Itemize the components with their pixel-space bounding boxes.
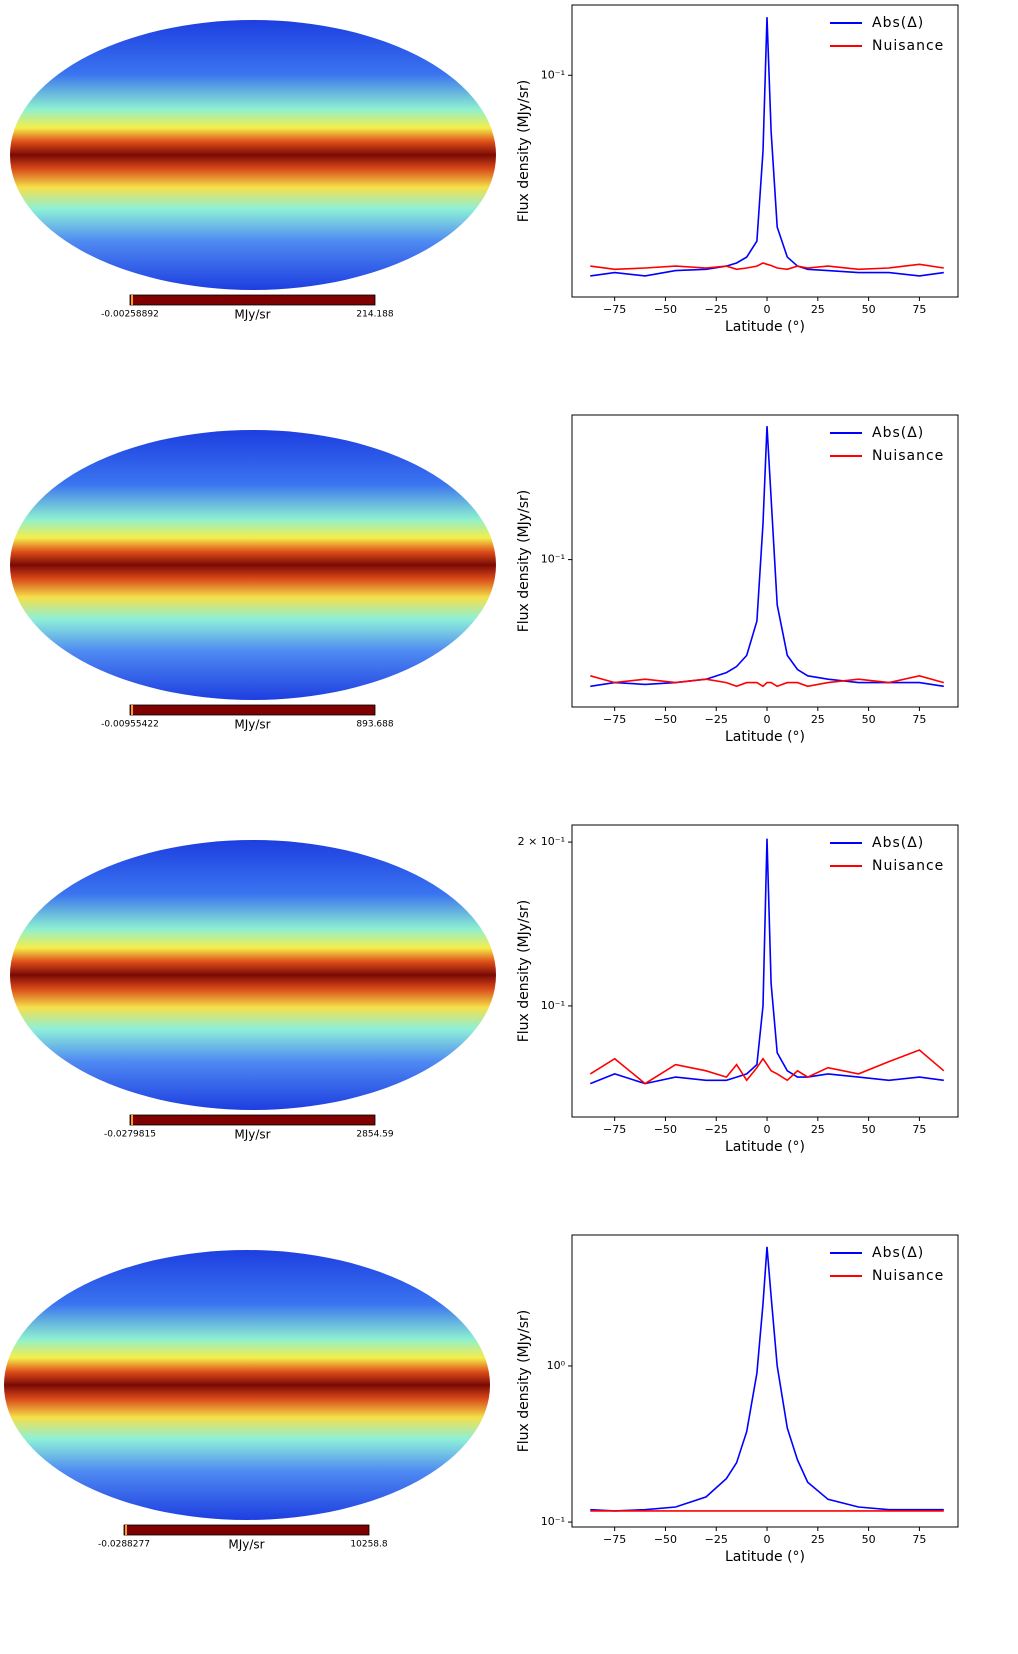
x-tick-label: −75 bbox=[603, 1123, 626, 1136]
y-tick-label: 10⁰ bbox=[547, 1359, 566, 1372]
colorbar bbox=[129, 704, 376, 716]
legend-label: Abs(Δ) bbox=[872, 835, 924, 851]
x-tick-label: 50 bbox=[862, 1123, 876, 1136]
x-tick-label: −75 bbox=[603, 713, 626, 726]
colorbar-max: 214.188 bbox=[356, 310, 393, 320]
x-axis-label: Latitude (°) bbox=[725, 1139, 805, 1155]
sky-map bbox=[10, 840, 496, 1110]
y-tick-label: 2 × 10⁻¹ bbox=[518, 835, 565, 848]
x-tick-label: 25 bbox=[811, 1123, 825, 1136]
legend-label: Nuisance bbox=[872, 448, 944, 464]
plot-frame bbox=[571, 824, 959, 1118]
x-tick-label: −50 bbox=[654, 1123, 677, 1136]
x-tick-label: 50 bbox=[862, 303, 876, 316]
x-axis-label: Latitude (°) bbox=[725, 1549, 805, 1565]
colorbar-min: -0.00258892 bbox=[101, 310, 159, 320]
x-tick-label: 25 bbox=[811, 713, 825, 726]
x-tick-label: 25 bbox=[811, 1533, 825, 1546]
y-axis-label: Flux density (MJy/sr) bbox=[516, 80, 532, 223]
plot-frame bbox=[571, 1234, 959, 1528]
x-axis-label: Latitude (°) bbox=[725, 319, 805, 335]
x-tick-label: −75 bbox=[603, 303, 626, 316]
colorbar-max: 893.688 bbox=[356, 720, 393, 730]
colorbar-min: -0.0288277 bbox=[98, 1540, 150, 1550]
series-line bbox=[590, 426, 944, 688]
series-line bbox=[590, 17, 944, 277]
x-tick-label: −25 bbox=[705, 713, 728, 726]
plot-frame bbox=[571, 414, 959, 708]
y-tick-label: 10⁻¹ bbox=[541, 68, 565, 81]
x-tick-label: 50 bbox=[862, 713, 876, 726]
sky-map bbox=[10, 430, 496, 700]
series-line bbox=[590, 674, 945, 688]
x-tick-label: 0 bbox=[764, 303, 771, 316]
colorbar-unit: MJy/sr bbox=[234, 718, 270, 732]
x-tick-label: 50 bbox=[862, 1533, 876, 1546]
x-tick-label: 0 bbox=[764, 713, 771, 726]
line-chart: −75 −50 −25 0 25 50 75 2 × 10⁻¹ 10⁻¹ Latitude (°)… bbox=[516, 824, 959, 1155]
x-tick-label: 75 bbox=[912, 1123, 926, 1136]
x-tick-label: 75 bbox=[912, 1533, 926, 1546]
colorbar-min: -0.00955422 bbox=[101, 720, 159, 730]
y-tick-label: 10⁻¹ bbox=[541, 1515, 565, 1528]
line-chart: −75 −50 −25 0 25 50 75 10⁻¹ Latitude (°) Flux den… bbox=[516, 4, 959, 335]
series-line bbox=[589, 1049, 945, 1085]
colorbar-max: 2854.59 bbox=[356, 1130, 393, 1140]
series-line bbox=[590, 262, 944, 271]
colorbar-min: -0.0279815 bbox=[104, 1130, 156, 1140]
colorbar bbox=[129, 294, 376, 306]
series-line bbox=[590, 838, 944, 1085]
series-line bbox=[590, 1246, 944, 1512]
y-axis-label: Flux density (MJy/sr) bbox=[516, 900, 532, 1043]
line-chart: −75 −50 −25 0 25 50 75 10⁰ 10⁻¹ Latitude (°) Flux … bbox=[516, 1234, 959, 1565]
x-tick-label: −75 bbox=[603, 1533, 626, 1546]
sky-map bbox=[4, 1250, 490, 1520]
y-axis-label: Flux density (MJy/sr) bbox=[516, 1310, 532, 1453]
legend-label: Abs(Δ) bbox=[872, 15, 924, 31]
x-tick-label: −50 bbox=[654, 1533, 677, 1546]
x-tick-label: 75 bbox=[912, 713, 926, 726]
legend-label: Nuisance bbox=[872, 1268, 944, 1284]
x-tick-label: −25 bbox=[705, 303, 728, 316]
plot-frame bbox=[571, 4, 959, 298]
legend-label: Nuisance bbox=[872, 858, 944, 874]
x-tick-label: 0 bbox=[764, 1123, 771, 1136]
colorbar-low bbox=[125, 1525, 127, 1535]
colorbar-unit: MJy/sr bbox=[234, 1128, 270, 1142]
colorbar bbox=[129, 1114, 376, 1126]
colorbar-unit: MJy/sr bbox=[234, 308, 270, 322]
legend-label: Nuisance bbox=[872, 38, 944, 54]
colorbar-low bbox=[131, 705, 133, 715]
x-tick-label: −25 bbox=[705, 1123, 728, 1136]
colorbar bbox=[123, 1524, 370, 1536]
x-axis-label: Latitude (°) bbox=[725, 729, 805, 745]
x-tick-label: −25 bbox=[705, 1533, 728, 1546]
colorbar-low bbox=[131, 295, 133, 305]
y-tick-label: 10⁻¹ bbox=[541, 999, 565, 1012]
y-axis-label: Flux density (MJy/sr) bbox=[516, 490, 532, 633]
sky-map bbox=[10, 20, 496, 290]
legend-label: Abs(Δ) bbox=[872, 425, 924, 441]
y-tick-label: 10⁻¹ bbox=[541, 553, 565, 566]
line-chart: −75 −50 −25 0 25 50 75 10⁻¹ Latitude (°) Flux den… bbox=[516, 414, 959, 745]
legend-label: Abs(Δ) bbox=[872, 1245, 924, 1261]
x-tick-label: 75 bbox=[912, 303, 926, 316]
x-tick-label: 0 bbox=[764, 1533, 771, 1546]
colorbar-low bbox=[131, 1115, 133, 1125]
x-tick-label: −50 bbox=[654, 713, 677, 726]
colorbar-unit: MJy/sr bbox=[228, 1538, 264, 1552]
colorbar-max: 10258.8 bbox=[350, 1540, 387, 1550]
x-tick-label: −50 bbox=[654, 303, 677, 316]
x-tick-label: 25 bbox=[811, 303, 825, 316]
